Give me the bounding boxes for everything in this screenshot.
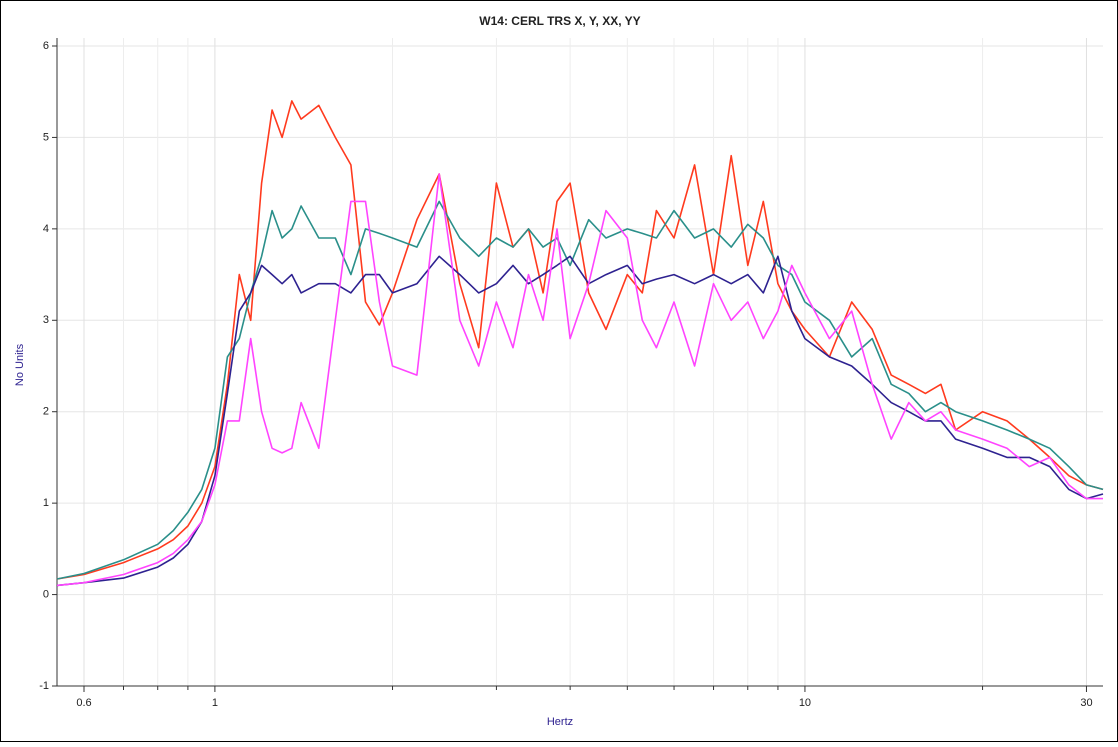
y-tick-label: 2	[43, 406, 49, 418]
y-axis-label: No Units	[14, 343, 26, 386]
x-tick-label: 30	[1080, 697, 1092, 709]
x-tick-label: 0.6	[76, 697, 91, 709]
series-line	[56, 100, 1104, 580]
x-tick-label: 1	[212, 697, 218, 709]
x-axis-label: Hertz	[547, 716, 573, 728]
chart-title: W14: CERL TRS X, Y, XX, YY	[479, 14, 640, 28]
series-line	[56, 255, 1104, 587]
y-tick-label: 5	[43, 131, 49, 143]
series-line	[56, 173, 1103, 587]
y-tick-label: -1	[39, 680, 49, 692]
y-tick-label: 1	[43, 497, 49, 509]
y-tick-label: 4	[43, 223, 49, 235]
x-tick-label: 10	[799, 697, 811, 709]
y-tick-label: 0	[43, 588, 49, 600]
y-tick-label: 3	[43, 314, 49, 326]
y-tick-label: 6	[43, 40, 49, 52]
